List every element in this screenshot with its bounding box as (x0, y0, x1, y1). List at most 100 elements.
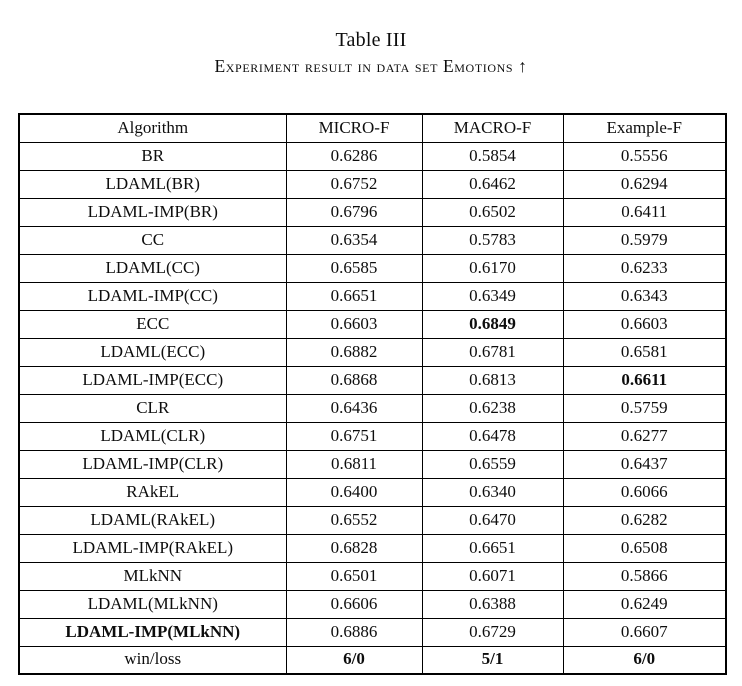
algorithm-cell: LDAML-IMP(CLR) (18, 449, 287, 479)
value-cell: 0.6868 (285, 365, 423, 395)
value-cell: 0.6781 (421, 337, 564, 367)
algorithm-cell: BR (18, 141, 287, 171)
algorithm-cell: LDAML(RAkEL) (18, 505, 287, 535)
table-row: LDAML-IMP(CC) 0.6651 0.6349 0.6343 (18, 281, 727, 311)
algorithm-cell: ECC (18, 309, 287, 339)
algorithm-cell: LDAML-IMP(BR) (18, 197, 287, 227)
value-cell: 0.6651 (421, 533, 564, 563)
table-row: MLkNN 0.6501 0.6071 0.5866 (18, 561, 727, 591)
value-cell: 0.6611 (562, 365, 727, 395)
value-cell: 0.6462 (421, 169, 564, 199)
value-cell: 0.6603 (285, 309, 423, 339)
value-cell: 0.6411 (562, 197, 727, 227)
column-header-micro-f: MICRO-F (285, 113, 423, 143)
value-cell: 0.6478 (421, 421, 564, 451)
table-row: LDAML-IMP(BR) 0.6796 0.6502 0.6411 (18, 197, 727, 227)
table-body: BR 0.6286 0.5854 0.5556 LDAML(BR) 0.6752 0.646… (18, 141, 727, 675)
table-row: LDAML(CLR) 0.6751 0.6478 0.6277 (18, 421, 727, 451)
value-cell: 0.6388 (421, 589, 564, 619)
table-row: ECC 0.6603 0.6849 0.6603 (18, 309, 727, 339)
value-cell: 0.6470 (421, 505, 564, 535)
value-cell: 0.6828 (285, 533, 423, 563)
algorithm-cell: LDAML-IMP(ECC) (18, 365, 287, 395)
value-cell: 0.6400 (285, 477, 423, 507)
table-row: LDAML-IMP(ECC) 0.6868 0.6813 0.6611 (18, 365, 727, 395)
value-cell: 0.6751 (285, 421, 423, 451)
table-row: LDAML(CC) 0.6585 0.6170 0.6233 (18, 253, 727, 283)
value-cell: 0.6603 (562, 309, 727, 339)
value-cell: 0.6501 (285, 561, 423, 591)
value-cell: 0.6585 (285, 253, 423, 283)
value-cell: 0.5866 (562, 561, 727, 591)
algorithm-cell: MLkNN (18, 561, 287, 591)
value-cell: 6/0 (285, 645, 423, 675)
value-cell: 0.6796 (285, 197, 423, 227)
results-table: Algorithm MICRO-F MACRO-F Example-F BR 0.… (18, 113, 727, 675)
value-cell: 0.5854 (421, 141, 564, 171)
value-cell: 0.6340 (421, 477, 564, 507)
algorithm-cell: CLR (18, 393, 287, 423)
value-cell: 0.6849 (421, 309, 564, 339)
value-cell: 0.6233 (562, 253, 727, 283)
algorithm-cell: win/loss (18, 645, 287, 675)
table-caption: Table III Experiment result in data set … (0, 27, 742, 78)
table-caption-title: Table III (335, 29, 407, 51)
value-cell: 0.6813 (421, 365, 564, 395)
value-cell: 0.6552 (285, 505, 423, 535)
table-header-row: Algorithm MICRO-F MACRO-F Example-F (18, 113, 727, 143)
value-cell: 0.5783 (421, 225, 564, 255)
value-cell: 0.6238 (421, 393, 564, 423)
value-cell: 0.5979 (562, 225, 727, 255)
table-caption-subtitle: Experiment result in data set Emotions ↑ (214, 56, 528, 76)
column-header-example-f: Example-F (562, 113, 727, 143)
value-cell: 0.6343 (562, 281, 727, 311)
value-cell: 0.6436 (285, 393, 423, 423)
value-cell: 0.6651 (285, 281, 423, 311)
table-row: LDAML(MLkNN) 0.6606 0.6388 0.6249 (18, 589, 727, 619)
table-row: LDAML(ECC) 0.6882 0.6781 0.6581 (18, 337, 727, 367)
table-row: CC 0.6354 0.5783 0.5979 (18, 225, 727, 255)
algorithm-cell: LDAML(ECC) (18, 337, 287, 367)
value-cell: 6/0 (562, 645, 727, 675)
value-cell: 0.6286 (285, 141, 423, 171)
column-header-macro-f: MACRO-F (421, 113, 564, 143)
table-row: LDAML-IMP(RAkEL) 0.6828 0.6651 0.6508 (18, 533, 727, 563)
value-cell: 0.6752 (285, 169, 423, 199)
value-cell: 5/1 (421, 645, 564, 675)
algorithm-cell: CC (18, 225, 287, 255)
algorithm-cell: LDAML-IMP(RAkEL) (18, 533, 287, 563)
value-cell: 0.6502 (421, 197, 564, 227)
value-cell: 0.6508 (562, 533, 727, 563)
value-cell: 0.6729 (421, 617, 564, 647)
value-cell: 0.6882 (285, 337, 423, 367)
value-cell: 0.6294 (562, 169, 727, 199)
table-row: LDAML(RAkEL) 0.6552 0.6470 0.6282 (18, 505, 727, 535)
value-cell: 0.6277 (562, 421, 727, 451)
value-cell: 0.6066 (562, 477, 727, 507)
table-row: LDAML(BR) 0.6752 0.6462 0.6294 (18, 169, 727, 199)
algorithm-cell: LDAML(CLR) (18, 421, 287, 451)
algorithm-cell: LDAML-IMP(MLkNN) (18, 617, 287, 647)
table-row: LDAML-IMP(MLkNN) 0.6886 0.6729 0.6607 (18, 617, 727, 647)
algorithm-cell: LDAML-IMP(CC) (18, 281, 287, 311)
value-cell: 0.5759 (562, 393, 727, 423)
value-cell: 0.6559 (421, 449, 564, 479)
algorithm-cell: LDAML(BR) (18, 169, 287, 199)
table-row: RAkEL 0.6400 0.6340 0.6066 (18, 477, 727, 507)
value-cell: 0.6282 (562, 505, 727, 535)
value-cell: 0.6249 (562, 589, 727, 619)
value-cell: 0.6886 (285, 617, 423, 647)
value-cell: 0.6581 (562, 337, 727, 367)
value-cell: 0.6811 (285, 449, 423, 479)
table-row: LDAML-IMP(CLR) 0.6811 0.6559 0.6437 (18, 449, 727, 479)
algorithm-cell: RAkEL (18, 477, 287, 507)
value-cell: 0.6071 (421, 561, 564, 591)
column-header-algorithm: Algorithm (18, 113, 287, 143)
algorithm-cell: LDAML(MLkNN) (18, 589, 287, 619)
value-cell: 0.6437 (562, 449, 727, 479)
value-cell: 0.6170 (421, 253, 564, 283)
table-row: BR 0.6286 0.5854 0.5556 (18, 141, 727, 171)
algorithm-cell: LDAML(CC) (18, 253, 287, 283)
value-cell: 0.6606 (285, 589, 423, 619)
